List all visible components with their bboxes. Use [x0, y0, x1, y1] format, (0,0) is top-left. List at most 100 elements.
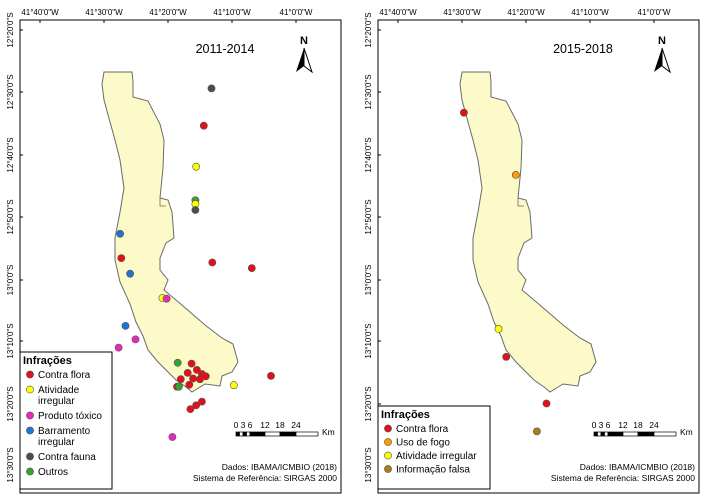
- legend-item-label: Barramento irregular: [38, 426, 91, 448]
- north-arrow: N: [654, 35, 671, 74]
- lon-tick-label: 41°0'0"W: [638, 8, 671, 17]
- infraction-point: [114, 343, 123, 352]
- scale-label: 12: [260, 420, 270, 430]
- north-arrow-left-icon: [654, 48, 662, 72]
- lon-tick-label: 41°30'0"W: [85, 8, 123, 17]
- infraction-point: [121, 321, 130, 330]
- legend-swatch: [384, 465, 392, 473]
- lat-tick-label: 13°30'0"S: [364, 447, 373, 482]
- scale-segment: [264, 431, 281, 437]
- infraction-point: [189, 374, 197, 383]
- legend-item-label: Informação falsa: [396, 465, 470, 476]
- scale-label: 6: [248, 420, 253, 430]
- lat-tick-label: 13°0'0"S: [364, 265, 373, 296]
- scale-segment: [279, 431, 297, 437]
- legend-swatch: [26, 452, 34, 461]
- infraction-point: [192, 401, 201, 410]
- north-arrow: N: [296, 35, 313, 74]
- lat-tick-label: 12°40'0"S: [6, 137, 15, 172]
- lon-tick-label: 41°40'0"W: [21, 8, 59, 17]
- infraction-point: [207, 84, 216, 93]
- infraction-point: [186, 405, 195, 413]
- legend-swatch: [26, 467, 34, 476]
- legend-items: Contra flora Uso de fogo Atividade irregul…: [384, 424, 477, 476]
- scale-segment: [600, 431, 605, 437]
- scale-label: 0: [234, 420, 239, 430]
- legend-title: Infrações: [23, 355, 72, 367]
- legend-item-label: Uso de fogo: [396, 438, 450, 449]
- lat-tick-label: 12°50'0"S: [364, 199, 373, 234]
- scale-label: 6: [606, 420, 611, 430]
- scale-segment: [597, 431, 602, 437]
- scale-segment: [242, 431, 247, 437]
- scale-bar: 0 3 6 12 18 24 Km: [234, 420, 335, 437]
- latitude-ticks: 12°20'0"S 12°30'0"S 12°40'0"S 12°50'0"S 13°0…: [364, 12, 381, 483]
- lon-tick-label: 41°30'0"W: [443, 8, 481, 17]
- legend-title: Infrações: [381, 409, 430, 421]
- infraction-point: [191, 206, 200, 214]
- lat-tick-label: 12°20'0"S: [364, 12, 373, 47]
- scale-segment: [235, 431, 240, 437]
- infraction-point: [532, 427, 541, 436]
- infraction-point: [185, 380, 194, 389]
- lon-tick-label: 41°10'0"W: [213, 8, 251, 17]
- legend-box: [19, 351, 113, 490]
- scale-label: 12: [618, 420, 628, 430]
- infraction-point: [183, 368, 192, 377]
- infraction-point: [502, 352, 511, 361]
- scale-label: 18: [275, 420, 285, 430]
- scale-segment: [653, 431, 677, 437]
- north-arrow-right-icon: [661, 47, 671, 74]
- map-svg-left: 41°40'0"W 41°30'0"W 41°20'0"W 41°10'0"W 41°0…: [6, 8, 342, 494]
- lat-tick-label: 13°0'0"S: [6, 265, 15, 296]
- lon-tick-label: 41°10'0"W: [571, 8, 609, 17]
- infraction-point: [131, 335, 140, 344]
- infraction-point: [192, 162, 201, 171]
- scale-label: 18: [633, 420, 643, 430]
- lat-tick-label: 13°20'0"S: [6, 386, 15, 421]
- infraction-point: [229, 381, 238, 390]
- infraction-point: [168, 433, 177, 441]
- lat-tick-label: 13°10'0"S: [364, 323, 373, 358]
- infraction-point: [460, 108, 468, 117]
- north-label: N: [300, 35, 308, 47]
- infraction-point: [187, 359, 196, 368]
- scale-segment: [637, 431, 655, 437]
- lat-tick-label: 12°20'0"S: [6, 12, 15, 47]
- scale-label: 3: [241, 420, 246, 430]
- scale-segment: [604, 431, 609, 437]
- scale-label: 24: [291, 420, 301, 430]
- internal-boundary-line: [159, 198, 166, 207]
- legend: Infrações Contra flora Atividade irregular…: [19, 351, 113, 490]
- infraction-point: [542, 399, 551, 408]
- legend-swatch: [26, 426, 34, 435]
- legend-item-label: Atividade irregular: [38, 385, 80, 407]
- legend-item-label: Contra fauna: [38, 452, 96, 463]
- credit-reference-system: Sistema de Referência: SIRGAS 2000: [551, 473, 695, 483]
- lon-tick-label: 41°0'0"W: [280, 8, 313, 17]
- infraction-points: [460, 108, 551, 436]
- infraction-point: [116, 229, 124, 238]
- scale-label: 24: [649, 420, 659, 430]
- legend-item-label: Atividade irregular: [396, 451, 477, 462]
- longitude-ticks: 41°40'0"W 41°30'0"W 41°20'0"W 41°10'0"W 41°0…: [21, 8, 313, 23]
- scale-segment: [593, 431, 598, 437]
- scale-segment: [249, 431, 266, 437]
- map-title: 2011-2014: [196, 42, 255, 56]
- credit-data-source: Dados: IBAMA/ICMBIO (2018): [222, 462, 337, 472]
- scale-label: 0: [592, 420, 597, 430]
- scale-segment: [607, 431, 624, 437]
- legend-swatch: [384, 438, 392, 446]
- park-boundary-polygon: [101, 71, 239, 393]
- infraction-point: [174, 382, 183, 391]
- infraction-point: [208, 258, 217, 267]
- infraction-point: [192, 365, 201, 374]
- legend: Infrações Contra flora Uso de fogo Ativida…: [377, 405, 491, 490]
- lat-tick-label: 13°10'0"S: [6, 323, 15, 358]
- scale-segments: [593, 431, 677, 437]
- legend-items: Contra flora Atividade irregular Produto tó…: [26, 370, 102, 478]
- scale-labels: 0 3 6 12 18 24: [234, 420, 301, 430]
- internal-boundary-line: [517, 198, 524, 207]
- scale-segment: [239, 431, 244, 437]
- legend-item-label: Contra flora: [396, 424, 449, 435]
